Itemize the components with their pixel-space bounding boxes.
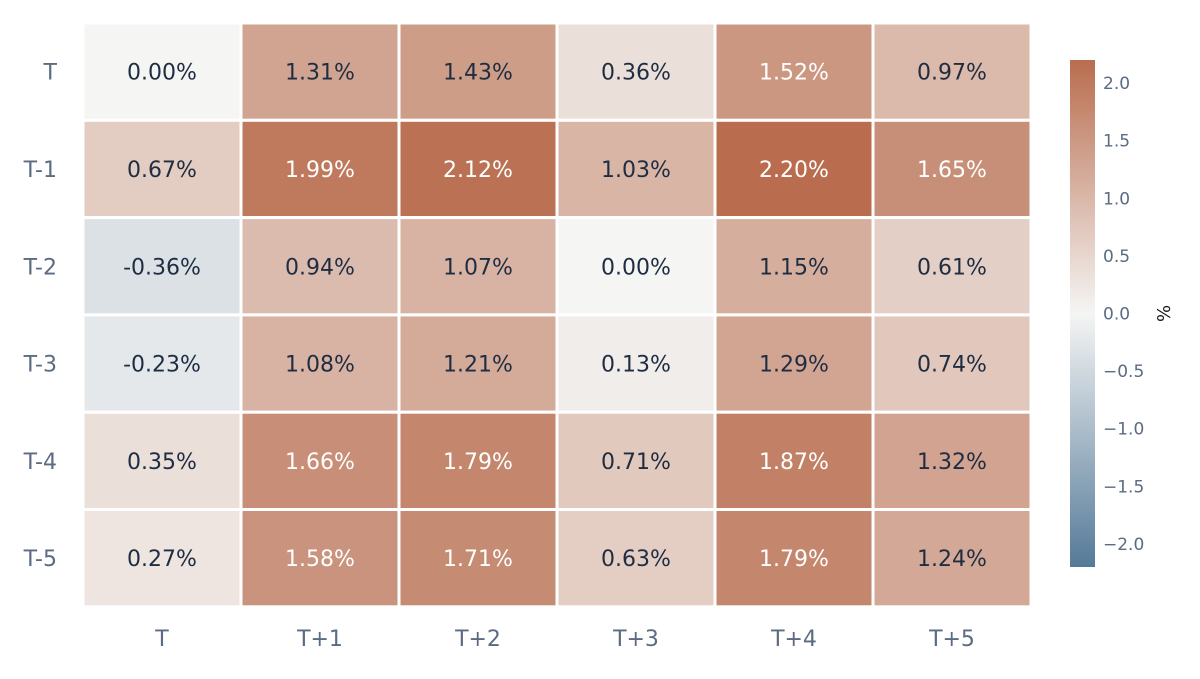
colorbar-tick-label: 0.0 bbox=[1103, 305, 1130, 325]
cell-value-label: 0.00% bbox=[127, 61, 197, 86]
cell-value-label: 0.71% bbox=[601, 450, 671, 475]
cell-value-label: 1.52% bbox=[759, 61, 829, 86]
heatmap-cell bbox=[871, 313, 1033, 414]
row-tick-label: T-3 bbox=[23, 353, 57, 378]
cell-value-label: 1.24% bbox=[917, 547, 987, 572]
heatmap-cell bbox=[397, 313, 559, 414]
cell-value-label: 0.74% bbox=[917, 353, 987, 378]
heatmap-cell bbox=[871, 508, 1033, 609]
cell-value-label: 1.31% bbox=[285, 61, 355, 86]
cell-value-label: 1.43% bbox=[443, 61, 513, 86]
heatmap-cell bbox=[81, 313, 243, 414]
cell-value-label: 2.12% bbox=[443, 158, 513, 183]
cell-value-label: 1.07% bbox=[443, 255, 513, 280]
cell-value-label: 1.71% bbox=[443, 547, 513, 572]
cell-value-label: 0.67% bbox=[127, 158, 197, 183]
heatmap-cell bbox=[555, 118, 717, 220]
cell-value-label: -0.23% bbox=[123, 353, 201, 378]
colorbar-tick-label: −0.5 bbox=[1103, 362, 1144, 382]
cell-value-label: 0.97% bbox=[917, 61, 987, 86]
heatmap-cell bbox=[555, 410, 717, 512]
cell-value-label: 1.32% bbox=[917, 450, 987, 475]
heatmap-cell bbox=[239, 313, 401, 414]
cell-value-label: 2.20% bbox=[759, 158, 829, 183]
colorbar-tick-label: 1.5 bbox=[1103, 132, 1130, 152]
cell-value-label: 0.63% bbox=[601, 547, 671, 572]
cell-value-label: 1.03% bbox=[601, 158, 671, 183]
heatmap-cell bbox=[871, 216, 1033, 317]
cell-value-label: 0.00% bbox=[601, 255, 671, 280]
cell-value-label: 0.36% bbox=[601, 61, 671, 86]
colorbar-tick-label: 2.0 bbox=[1103, 74, 1130, 94]
heatmap-cell bbox=[871, 410, 1033, 512]
cell-value-label: 1.87% bbox=[759, 450, 829, 475]
cell-value-label: 0.94% bbox=[285, 255, 355, 280]
column-tick-label: T+2 bbox=[454, 627, 501, 652]
cell-value-label: 0.13% bbox=[601, 353, 671, 378]
column-tick-labels: T T+1 T+2 T+3 T+4 T+5 bbox=[154, 627, 975, 652]
column-tick-label: T bbox=[154, 627, 169, 652]
colorbar-tick-label: 0.5 bbox=[1103, 247, 1130, 267]
cell-value-label: 1.66% bbox=[285, 450, 355, 475]
colorbar-tick-label: −2.0 bbox=[1103, 535, 1144, 555]
cell-value-label: 1.65% bbox=[917, 158, 987, 183]
cell-value-label: 0.27% bbox=[127, 547, 197, 572]
colorbar-gradient bbox=[1070, 60, 1095, 567]
heatmap-cell bbox=[871, 21, 1033, 122]
colorbar-tick-label: 1.0 bbox=[1103, 189, 1130, 209]
heatmap-cell bbox=[555, 313, 717, 414]
cell-value-label: 1.08% bbox=[285, 353, 355, 378]
cell-value-label: 1.58% bbox=[285, 547, 355, 572]
heatmap-cell bbox=[871, 118, 1033, 220]
heatmap-cell bbox=[239, 118, 401, 220]
heatmap-cell bbox=[713, 410, 875, 512]
row-tick-label: T-4 bbox=[23, 450, 57, 475]
row-tick-label: T-5 bbox=[23, 547, 57, 572]
colorbar-tick-label: −1.0 bbox=[1103, 420, 1144, 440]
column-tick-label: T+3 bbox=[612, 627, 659, 652]
column-tick-label: T+1 bbox=[296, 627, 343, 652]
column-tick-label: T+4 bbox=[770, 627, 817, 652]
cell-value-label: 1.79% bbox=[443, 450, 513, 475]
cell-value-label: 1.21% bbox=[443, 353, 513, 378]
heatmap-cell bbox=[713, 508, 875, 609]
heatmap-cell bbox=[555, 508, 717, 609]
cell-value-label: 1.79% bbox=[759, 547, 829, 572]
heatmap-cell bbox=[81, 508, 243, 609]
colorbar-tick-label: −1.5 bbox=[1103, 477, 1144, 497]
heatmap-cell bbox=[239, 216, 401, 317]
heatmap-cell bbox=[713, 313, 875, 414]
cell-value-label: 1.15% bbox=[759, 255, 829, 280]
heatmap-cell bbox=[397, 410, 559, 512]
heatmap-cells: 0.00% 1.31% 1.43% 0.36% 1.52% 0.97% 0.67% 1.99%… bbox=[81, 21, 1033, 609]
cell-value-label: 1.29% bbox=[759, 353, 829, 378]
heatmap-cell bbox=[81, 21, 243, 122]
row-tick-label: T-1 bbox=[23, 158, 57, 183]
colorbar-title: % bbox=[1154, 305, 1175, 322]
row-tick-label: T-2 bbox=[23, 255, 57, 280]
row-tick-labels: T T-1 T-2 T-3 T-4 T-5 bbox=[23, 61, 58, 573]
heatmap-cell bbox=[713, 216, 875, 317]
colorbar: 2.0 1.5 1.0 0.5 0.0 −0.5 −1.0 −1.5 −2.0% bbox=[1070, 60, 1175, 567]
heatmap-cell bbox=[555, 216, 717, 317]
cell-value-label: 0.35% bbox=[127, 450, 197, 475]
row-tick-label: T bbox=[43, 61, 58, 86]
cell-value-label: 1.99% bbox=[285, 158, 355, 183]
cell-value-label: -0.36% bbox=[123, 255, 201, 280]
cell-value-label: 0.61% bbox=[917, 255, 987, 280]
column-tick-label: T+5 bbox=[928, 627, 975, 652]
heatmap-cell bbox=[239, 21, 401, 122]
